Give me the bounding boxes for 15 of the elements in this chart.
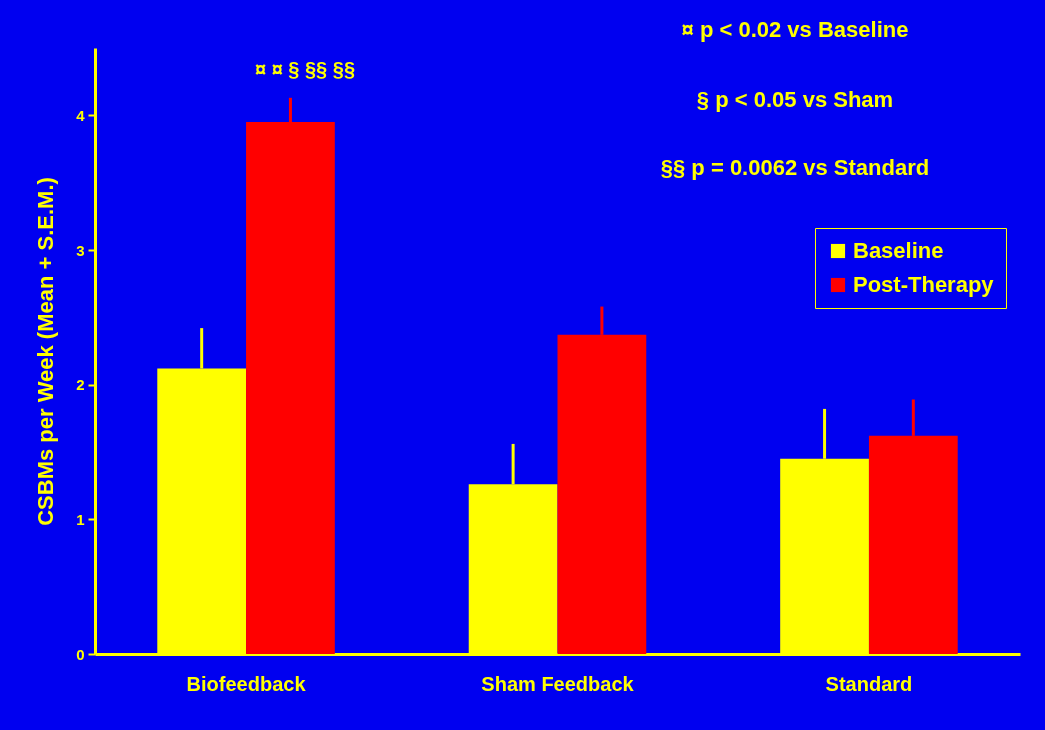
y-tick-label: 2	[76, 376, 85, 394]
text: ¤ p < 0.02 vs Baseline	[681, 17, 909, 42]
x-tick-label: Sham Feedback	[481, 672, 635, 695]
y-tick-label: 4	[76, 106, 86, 124]
annotation: § p < 0.05 vs Sham	[696, 87, 894, 112]
y-tick-label: 3	[76, 241, 85, 259]
annotation: ¤ ¤ § §§ §§	[254, 58, 356, 80]
legend-label: Post-Therapy	[853, 272, 995, 297]
y-axis-title: CSBMs per Week (Mean + S.E.M.)	[33, 177, 59, 526]
x-tick-label: Standard	[825, 672, 913, 695]
legend-label: Baseline	[853, 238, 944, 263]
y-tick-label: 0	[76, 645, 85, 663]
x-tick-label: Biofeedback	[186, 672, 307, 695]
annotation: §§ p = 0.0062 vs Standard	[660, 155, 930, 180]
y-tick-label: 1	[76, 510, 85, 528]
